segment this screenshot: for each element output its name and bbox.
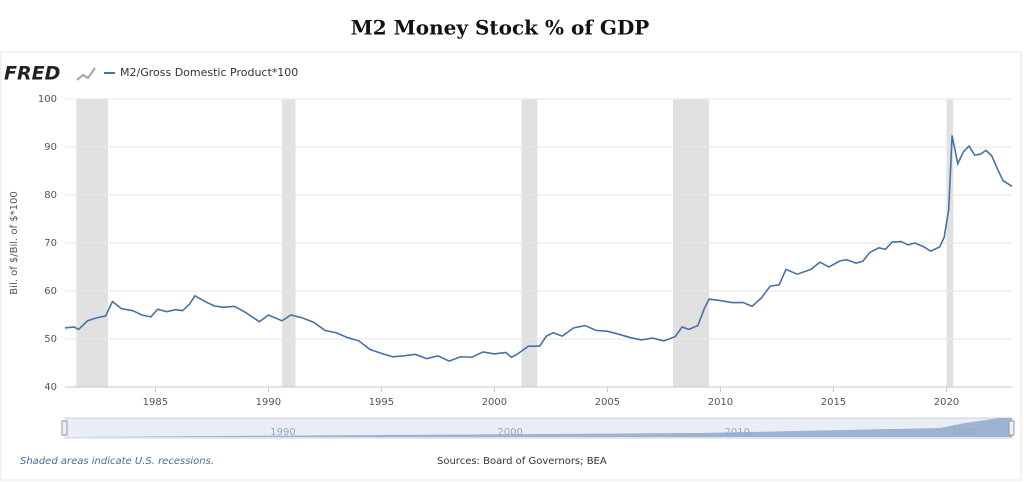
y-tick-label: 50 <box>44 334 57 345</box>
recession-note: Shaded areas indicate U.S. recessions. <box>20 456 214 467</box>
y-tick-label: 90 <box>44 142 57 153</box>
series-line <box>64 135 1013 362</box>
y-axis-label: Bil. of $/Bil. of $*100 <box>9 191 20 294</box>
legend-label: M2/Gross Domestic Product*100 <box>120 66 298 79</box>
navigator-handle[interactable] <box>61 420 68 436</box>
y-tick-label: 70 <box>44 238 57 249</box>
x-tick-label: 2020 <box>934 397 959 408</box>
x-tick-label: 1990 <box>256 397 281 408</box>
y-tick-label: 100 <box>38 94 57 105</box>
source-note: Sources: Board of Governors; BEA <box>437 456 607 467</box>
y-tick-label: 40 <box>44 382 57 393</box>
x-tick-label: 2000 <box>482 397 507 408</box>
navigator-tick-label: 1990 <box>270 427 295 438</box>
panel <box>0 51 1022 481</box>
logo-icon <box>76 67 96 81</box>
navigator-handle[interactable] <box>1008 420 1015 436</box>
x-tick-label: 2005 <box>595 397 620 408</box>
navigator-area <box>65 418 1012 437</box>
navigator-tick-label: 2020 <box>952 427 977 438</box>
y-tick-label: 80 <box>44 190 57 201</box>
navigator[interactable]: 1990 2000 2010 2020 <box>61 417 1015 439</box>
x-tick-label: 2015 <box>821 397 846 408</box>
navigator-tick-label: 2010 <box>724 427 749 438</box>
chart-title: M2 Money Stock % of GDP <box>351 16 650 40</box>
x-tick-label: 2010 <box>708 397 733 408</box>
navigator-tick-label: 2000 <box>497 427 522 438</box>
x-tick-label: 1995 <box>369 397 394 408</box>
logo[interactable]: FRED <box>4 63 60 85</box>
plot-area: 40 50 60 70 80 90 100 1985 1990 1995 2000 2005 2010 2… <box>38 94 1013 408</box>
y-tick-label: 60 <box>44 286 57 297</box>
x-tick-label: 1985 <box>143 397 168 408</box>
